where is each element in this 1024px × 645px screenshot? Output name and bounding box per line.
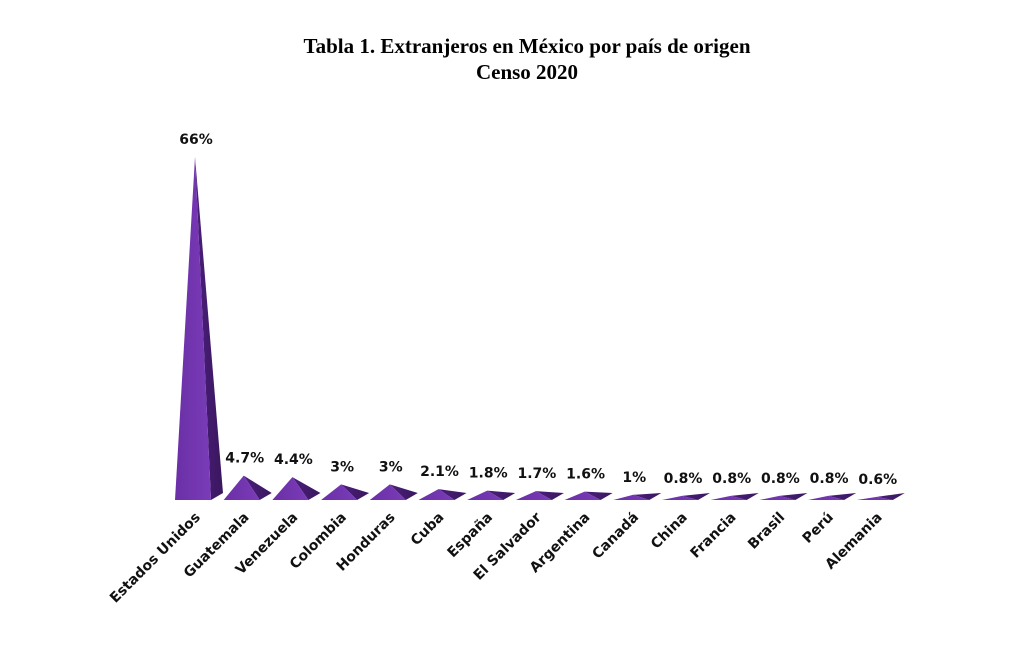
data-label-china: 0.8% [664,471,703,487]
tick-label-peru: Perú [800,510,837,547]
tick-label-francia: Francia [688,510,740,562]
bar-side-espana [487,490,516,500]
bar-side-cuba [438,489,467,500]
bar-side-argentina [584,491,613,500]
tick-label-canada: Canadá [589,510,642,563]
bar-honduras [369,484,406,500]
bar-side-honduras [389,484,418,500]
chart-title: Tabla 1. Extranjeros en México por país … [303,34,751,58]
bar-el-salvador [515,491,552,500]
data-label-espana: 1.8% [469,466,508,482]
bar-china [662,495,698,500]
bar-side-canada [633,493,662,500]
data-label-canada: 1% [622,470,646,486]
data-label-honduras: 3% [379,459,403,475]
bar-side-el-salvador [535,491,564,500]
bar-espana [467,490,504,500]
bar-colombia [321,484,358,500]
data-label-estados-unidos: 66% [179,132,213,148]
tick-label-china: China [648,510,691,553]
bar-side-venezuela [292,477,321,500]
bar-side-china [682,493,710,500]
bar-side-francia [730,493,759,500]
bar-side-estados-unidos [195,157,223,500]
bar-side-alemania [876,493,905,500]
tick-label-brasil: Brasil [745,510,788,553]
bar-side-guatemala [243,475,272,500]
chart-subtitle: Censo 2020 [475,60,579,84]
data-label-guatemala: 4.7% [225,451,264,467]
tick-label-estados-unidos: Estados Unidos [107,510,204,607]
data-label-el-salvador: 1.7% [517,466,556,482]
bar-francia [710,495,747,500]
data-label-cuba: 2.1% [420,464,459,480]
tick-label-cuba: Cuba [408,510,447,549]
data-label-venezuela: 4.4% [274,452,313,468]
bar-argentina [564,491,601,500]
data-label-argentina: 1.6% [566,467,605,483]
bar-alemania [856,496,893,500]
bar-peru [808,495,845,500]
data-label-peru: 0.8% [810,471,849,487]
bar-side-colombia [341,484,370,500]
bar-guatemala [223,475,260,500]
bar-cuba [418,489,455,500]
bar-side-peru [828,493,857,500]
bar-estados-unidos [175,157,211,500]
bar-canada [613,494,650,500]
data-label-alemania: 0.6% [858,472,897,488]
data-label-colombia: 3% [330,459,354,475]
bar-venezuela [272,477,309,500]
data-label-brasil: 0.8% [761,471,800,487]
data-label-francia: 0.8% [712,471,751,487]
bar-side-brasil [779,493,808,500]
plot-area: 66%Estados Unidos4.7%Guatemala4.4%Venezu… [107,132,905,606]
bar-brasil [759,495,796,500]
